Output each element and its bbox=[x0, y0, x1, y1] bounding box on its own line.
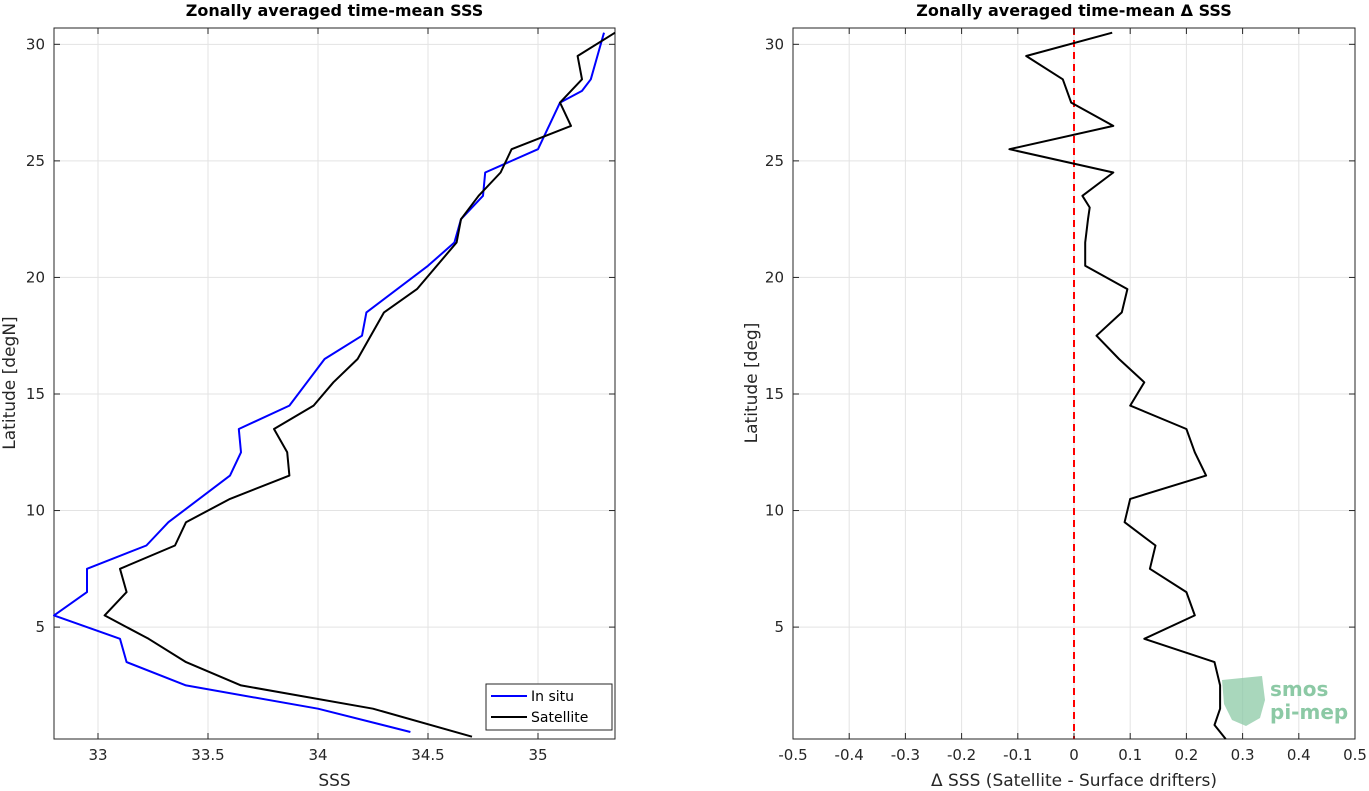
x-tick-label: -0.1 bbox=[1003, 746, 1032, 764]
x-tick-label: 0.2 bbox=[1174, 746, 1198, 764]
x-tick-label: 34.5 bbox=[411, 746, 444, 764]
delta-series-group bbox=[1008, 31, 1227, 740]
x-tick-label: -0.2 bbox=[947, 746, 976, 764]
sss-y-axis-label: Latitude [degN] bbox=[0, 316, 20, 449]
legend-in-situ-label: In situ bbox=[531, 689, 574, 705]
y-tick-label: 15 bbox=[765, 385, 784, 403]
x-tick-label: 0.1 bbox=[1118, 746, 1142, 764]
sss-plot-frame bbox=[53, 27, 616, 740]
y-tick-label: 10 bbox=[765, 502, 784, 520]
sss-panel: 33 33.5 34 34.5 35 5 10 15 20 25 30 Zonally avera… bbox=[0, 1, 616, 791]
logo-map-shape bbox=[1222, 676, 1265, 726]
y-tick-label: 15 bbox=[26, 385, 45, 403]
sss-x-axis-label: SSS bbox=[318, 771, 350, 791]
sss-series-group bbox=[53, 31, 616, 738]
delta-sss-panel: -0.5 -0.4 -0.3 -0.2 -0.1 0 0.1 0.2 0.3 0.4 0.5 5 10… bbox=[742, 1, 1367, 791]
y-tick-label: 20 bbox=[765, 268, 784, 286]
x-tick-label: 0 bbox=[1069, 746, 1079, 764]
y-tick-label: 20 bbox=[26, 268, 45, 286]
logo-line-1: smos bbox=[1270, 677, 1328, 701]
delta-chart-title: Zonally averaged time-mean Δ SSS bbox=[916, 1, 1232, 20]
legend-satellite-label: Satellite bbox=[531, 710, 588, 726]
y-tick-label: 5 bbox=[35, 618, 45, 636]
x-tick-label: 0.5 bbox=[1343, 746, 1367, 764]
x-tick-label: -0.5 bbox=[778, 746, 807, 764]
y-tick-label: 10 bbox=[26, 502, 45, 520]
sss-y-ticks: 5 10 15 20 25 30 bbox=[26, 35, 615, 636]
x-tick-label: 0.3 bbox=[1231, 746, 1255, 764]
delta-x-ticks: -0.5 -0.4 -0.3 -0.2 -0.1 0 0.1 0.2 0.3 0.4 0.5 bbox=[778, 28, 1367, 764]
satellite-series-line bbox=[103, 31, 616, 738]
sss-legend-box bbox=[485, 683, 613, 731]
delta-sss-series-line bbox=[1008, 31, 1227, 740]
x-tick-label: 33 bbox=[88, 746, 107, 764]
sss-x-ticks: 33 33.5 34 34.5 35 bbox=[88, 28, 548, 764]
logo-line-2: pi-mep bbox=[1270, 700, 1348, 724]
y-tick-label: 30 bbox=[765, 35, 784, 53]
y-tick-label: 30 bbox=[26, 35, 45, 53]
y-tick-label: 5 bbox=[774, 618, 784, 636]
x-tick-label: -0.4 bbox=[835, 746, 864, 764]
x-tick-label: 35 bbox=[528, 746, 547, 764]
x-tick-label: 34 bbox=[308, 746, 327, 764]
y-tick-label: 25 bbox=[765, 152, 784, 170]
x-tick-label: 0.4 bbox=[1287, 746, 1311, 764]
delta-y-ticks: 5 10 15 20 25 30 bbox=[765, 35, 1355, 636]
sss-chart-title: Zonally averaged time-mean SSS bbox=[186, 1, 484, 20]
delta-y-axis-label: Latitude [deg] bbox=[742, 323, 762, 444]
sss-grid bbox=[54, 28, 615, 739]
smos-pimep-logo: smos pi-mep bbox=[1222, 676, 1348, 726]
x-tick-label: -0.3 bbox=[891, 746, 920, 764]
delta-x-axis-label: Δ SSS (Satellite - Surface drifters) bbox=[931, 771, 1217, 791]
sss-legend: In situ Satellite bbox=[485, 683, 613, 731]
x-tick-label: 33.5 bbox=[191, 746, 224, 764]
in-situ-series-line bbox=[53, 32, 605, 733]
y-tick-label: 25 bbox=[26, 152, 45, 170]
